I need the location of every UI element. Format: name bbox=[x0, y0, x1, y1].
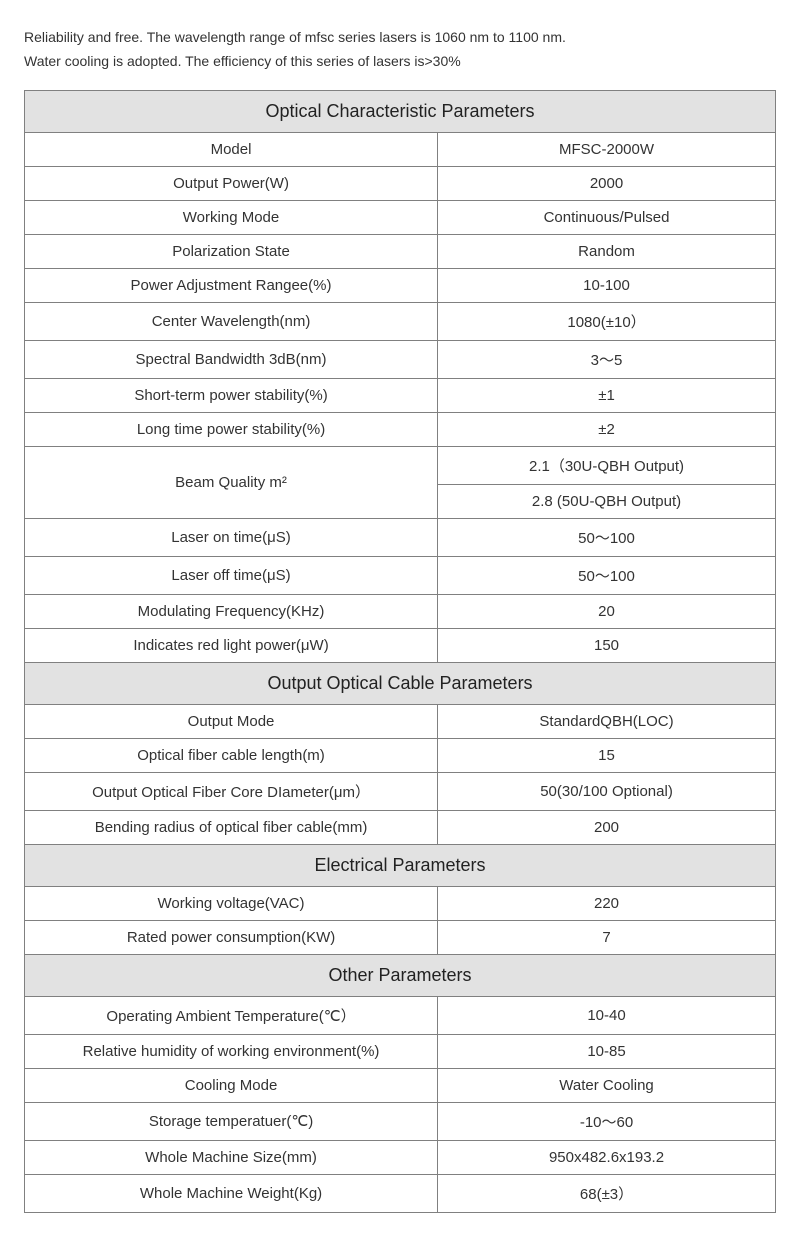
param-value: 15 bbox=[438, 738, 776, 772]
param-label: Laser off time(μS) bbox=[25, 556, 438, 594]
section-header-other: Other Parameters bbox=[25, 954, 776, 996]
table-row: Rated power consumption(KW)7 bbox=[25, 920, 776, 954]
table-row: Long time power stability(%)±2 bbox=[25, 412, 776, 446]
param-label: Beam Quality m² bbox=[25, 446, 438, 518]
table-row: Whole Machine Weight(Kg)68(±3） bbox=[25, 1174, 776, 1212]
param-label: Cooling Mode bbox=[25, 1068, 438, 1102]
param-label: Relative humidity of working environment… bbox=[25, 1034, 438, 1068]
table-row: Modulating Frequency(KHz)20 bbox=[25, 594, 776, 628]
param-value: 50(30/100 Optional) bbox=[438, 772, 776, 810]
param-value: Water Cooling bbox=[438, 1068, 776, 1102]
table-row: Center Wavelength(nm)1080(±10） bbox=[25, 302, 776, 340]
param-label: Modulating Frequency(KHz) bbox=[25, 594, 438, 628]
table-row: Cooling ModeWater Cooling bbox=[25, 1068, 776, 1102]
param-label: Working voltage(VAC) bbox=[25, 886, 438, 920]
param-label: Output Optical Fiber Core DIameter(μm） bbox=[25, 772, 438, 810]
table-row: Storage temperatuer(℃)-10～60 bbox=[25, 1102, 776, 1140]
param-label: Optical fiber cable length(m) bbox=[25, 738, 438, 772]
param-value: 1080(±10） bbox=[438, 302, 776, 340]
table-row: Polarization StateRandom bbox=[25, 234, 776, 268]
intro-line-2: Water cooling is adopted. The efficiency… bbox=[24, 50, 776, 74]
param-value: 10-40 bbox=[438, 996, 776, 1034]
spec-table: Optical Characteristic Parameters ModelM… bbox=[24, 90, 776, 1213]
param-label: Laser on time(μS) bbox=[25, 518, 438, 556]
section-header-cable: Output Optical Cable Parameters bbox=[25, 662, 776, 704]
param-value: 7 bbox=[438, 920, 776, 954]
param-value: Continuous/Pulsed bbox=[438, 200, 776, 234]
param-label: Rated power consumption(KW) bbox=[25, 920, 438, 954]
table-row: Optical fiber cable length(m)15 bbox=[25, 738, 776, 772]
table-row: Short-term power stability(%)±1 bbox=[25, 378, 776, 412]
table-row: Bending radius of optical fiber cable(mm… bbox=[25, 810, 776, 844]
param-value: 10-85 bbox=[438, 1034, 776, 1068]
param-label: Output Power(W) bbox=[25, 166, 438, 200]
table-row: Laser off time(μS)50～100 bbox=[25, 556, 776, 594]
param-value: 10-100 bbox=[438, 268, 776, 302]
param-value: 220 bbox=[438, 886, 776, 920]
param-label: Bending radius of optical fiber cable(mm… bbox=[25, 810, 438, 844]
intro-line-1: Reliability and free. The wavelength ran… bbox=[24, 26, 776, 50]
param-value: ±1 bbox=[438, 378, 776, 412]
table-row: Power Adjustment Rangee(%)10-100 bbox=[25, 268, 776, 302]
param-value: 68(±3） bbox=[438, 1174, 776, 1212]
param-value: -10～60 bbox=[438, 1102, 776, 1140]
param-value: 3～5 bbox=[438, 340, 776, 378]
table-row: Laser on time(μS)50～100 bbox=[25, 518, 776, 556]
param-value: 200 bbox=[438, 810, 776, 844]
table-row: ModelMFSC-2000W bbox=[25, 132, 776, 166]
param-value: 2.8 (50U-QBH Output) bbox=[438, 484, 776, 518]
param-label: Indicates red light power(μW) bbox=[25, 628, 438, 662]
param-value: 50～100 bbox=[438, 518, 776, 556]
table-row: Working voltage(VAC)220 bbox=[25, 886, 776, 920]
param-value: 2000 bbox=[438, 166, 776, 200]
param-value: MFSC-2000W bbox=[438, 132, 776, 166]
table-row: Output Power(W)2000 bbox=[25, 166, 776, 200]
param-label: Short-term power stability(%) bbox=[25, 378, 438, 412]
table-row: Spectral Bandwidth 3dB(nm)3～5 bbox=[25, 340, 776, 378]
table-row: Output ModeStandardQBH(LOC) bbox=[25, 704, 776, 738]
param-label: Long time power stability(%) bbox=[25, 412, 438, 446]
param-value: 150 bbox=[438, 628, 776, 662]
table-row: Whole Machine Size(mm)950x482.6x193.2 bbox=[25, 1140, 776, 1174]
param-label: Whole Machine Weight(Kg) bbox=[25, 1174, 438, 1212]
param-label: Storage temperatuer(℃) bbox=[25, 1102, 438, 1140]
table-row: Beam Quality m²2.1（30U-QBH Output) bbox=[25, 446, 776, 484]
section-header-optical: Optical Characteristic Parameters bbox=[25, 90, 776, 132]
table-row: Output Optical Fiber Core DIameter(μm）50… bbox=[25, 772, 776, 810]
table-row: Relative humidity of working environment… bbox=[25, 1034, 776, 1068]
section-header-electrical: Electrical Parameters bbox=[25, 844, 776, 886]
param-label: Power Adjustment Rangee(%) bbox=[25, 268, 438, 302]
param-label: Output Mode bbox=[25, 704, 438, 738]
intro-text: Reliability and free. The wavelength ran… bbox=[24, 26, 776, 74]
param-label: Model bbox=[25, 132, 438, 166]
param-value: 50～100 bbox=[438, 556, 776, 594]
table-row: Working ModeContinuous/Pulsed bbox=[25, 200, 776, 234]
param-value: 2.1（30U-QBH Output) bbox=[438, 446, 776, 484]
table-row: Indicates red light power(μW)150 bbox=[25, 628, 776, 662]
param-value: 20 bbox=[438, 594, 776, 628]
table-row: Operating Ambient Temperature(℃）10-40 bbox=[25, 996, 776, 1034]
param-label: Whole Machine Size(mm) bbox=[25, 1140, 438, 1174]
param-value: 950x482.6x193.2 bbox=[438, 1140, 776, 1174]
param-value: ±2 bbox=[438, 412, 776, 446]
param-label: Working Mode bbox=[25, 200, 438, 234]
param-value: Random bbox=[438, 234, 776, 268]
param-label: Polarization State bbox=[25, 234, 438, 268]
param-value: StandardQBH(LOC) bbox=[438, 704, 776, 738]
param-label: Operating Ambient Temperature(℃） bbox=[25, 996, 438, 1034]
param-label: Center Wavelength(nm) bbox=[25, 302, 438, 340]
param-label: Spectral Bandwidth 3dB(nm) bbox=[25, 340, 438, 378]
